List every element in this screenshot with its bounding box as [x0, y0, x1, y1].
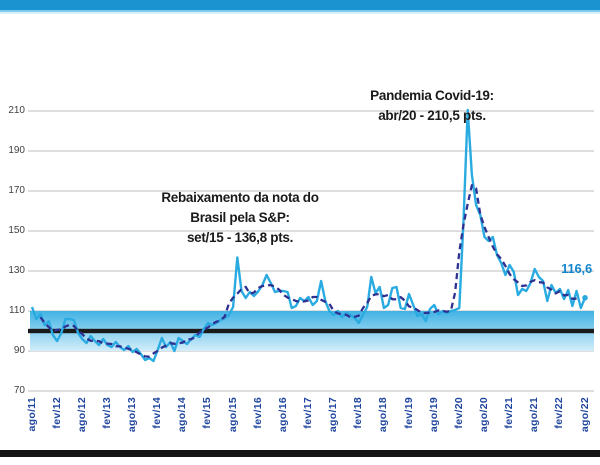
- y-axis-tick-label: 110: [9, 305, 25, 316]
- top-accent-bar: [0, 0, 600, 10]
- x-axis-tick-label: ago/17: [327, 397, 340, 433]
- x-axis-tick-label: ago/20: [477, 397, 490, 433]
- x-axis-tick-label: ago/19: [427, 397, 440, 433]
- annotation-sp-downgrade: Rebaixamento da nota do Brasil pela S&P:…: [128, 188, 352, 248]
- x-axis-tick-label: ago/21: [528, 397, 541, 433]
- y-axis-tick-label: 150: [8, 225, 25, 236]
- x-axis-tick-label: fev/19: [402, 397, 415, 429]
- annotation-covid: Pandemia Covid-19: abr/20 - 210,5 pts.: [320, 86, 544, 126]
- annotation-line: Brasil pela S&P:: [190, 210, 290, 225]
- x-axis-tick-label: fev/13: [100, 397, 113, 429]
- y-axis-tick-label: 130: [8, 265, 25, 276]
- annotation-line: set/15 - 136,8 pts.: [186, 230, 294, 245]
- x-axis-tick-label: ago/12: [75, 397, 88, 433]
- x-axis-tick-label: fev/20: [452, 397, 465, 429]
- annotation-line: Rebaixamento da nota do: [161, 190, 319, 205]
- series-group: [28, 108, 594, 363]
- annotation-line: Pandemia Covid-19:: [370, 88, 494, 103]
- last-point-marker: [582, 295, 588, 301]
- y-axis-tick-label: 70: [13, 385, 25, 396]
- y-axis-tick-label: 90: [13, 345, 25, 356]
- x-axis-tick-label: ago/11: [25, 397, 38, 432]
- x-axis-tick-label: ago/22: [578, 397, 591, 433]
- y-axis-tick-label: 210: [8, 105, 25, 116]
- x-axis-tick-label: ago/13: [126, 397, 139, 433]
- top-accent-bar-light-line: [0, 12, 600, 14]
- x-axis-tick-label: ago/15: [226, 397, 239, 433]
- x-axis-tick-label: fev/18: [352, 397, 365, 429]
- y-axis-tick-label: 190: [8, 145, 25, 156]
- x-axis-tick-label: fev/17: [302, 397, 314, 429]
- x-axis-tick-label: ago/16: [276, 397, 289, 433]
- x-axis-tick-label: fev/12: [50, 397, 63, 429]
- annotation-line: abr/20 - 210,5 pts.: [378, 108, 486, 123]
- x-axis-tick-label: ago/14: [176, 397, 189, 433]
- trend-dashed-line: [39, 184, 577, 358]
- x-axis-tick-label: fev/22: [553, 397, 566, 429]
- last-value-label: 116,6: [561, 261, 592, 276]
- reference-line-100: [28, 328, 594, 334]
- x-axis-tick-label: fev/14: [151, 397, 164, 429]
- monthly-series-line: [30, 108, 587, 363]
- x-axis-tick-label: ago/18: [377, 397, 390, 433]
- top-accent-bar-mid-line: [0, 10, 600, 12]
- x-axis-tick-label: fev/15: [201, 397, 214, 429]
- bottom-accent-bar: [0, 450, 600, 457]
- x-axis-tick-label: fev/21: [503, 397, 516, 429]
- y-axis-tick-label: 170: [8, 185, 25, 196]
- x-axis-tick-label: fev/16: [251, 397, 264, 429]
